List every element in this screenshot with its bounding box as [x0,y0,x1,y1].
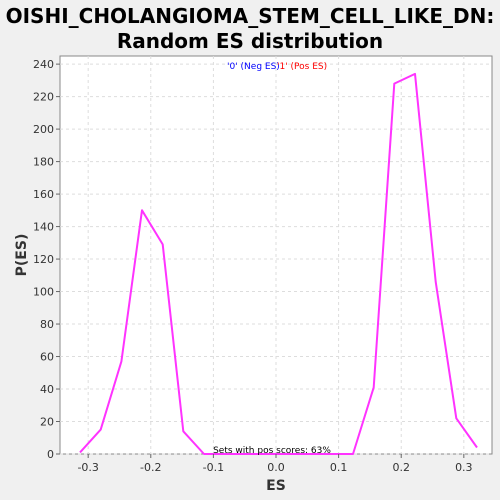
y-tick-label: 80 [40,318,54,331]
y-tick-label: 40 [40,383,54,396]
legend-entry-neg: '0' (Neg ES) [227,62,280,72]
y-tick-label: 220 [33,91,54,104]
y-tick-label: 20 [40,416,54,429]
y-tick-label: 160 [33,188,54,201]
legend-entry-pos: '1' (Pos ES) [277,62,327,72]
chart-title: OISHI_CHOLANGIOMA_STEM_CELL_LIKE_DN: Ran… [0,4,500,54]
x-tick-label: -0.1 [203,461,224,474]
y-tick-label: 100 [33,286,54,299]
y-tick-label: 200 [33,123,54,136]
x-tick-label: -0.3 [77,461,98,474]
pos-score-annotation: Sets with pos scores: 63% [213,446,331,456]
y-tick-label: 0 [47,448,54,461]
y-tick-label: 240 [33,58,54,71]
y-tick-label: 120 [33,253,54,266]
x-tick-label: -0.2 [140,461,161,474]
chart-title-line-1: OISHI_CHOLANGIOMA_STEM_CELL_LIKE_DN: [5,4,495,28]
series-layer [79,72,478,455]
y-tick-label: 140 [33,221,54,234]
axes: 0 20 40 60 80 100 120 140 160 180 200 220 240 -0.3 -0.… [33,58,473,474]
y-tick-label: 60 [40,351,54,364]
y-axis-label: P(ES) [14,234,30,277]
series-line [79,72,478,455]
legend: '0' (Neg ES) '1' (Pos ES) [227,62,327,72]
x-tick-label: 0.2 [392,461,410,474]
x-tick-label: 0.3 [455,461,473,474]
y-tick-label: 180 [33,156,54,169]
x-tick-label: 0.1 [330,461,348,474]
x-axis-label: ES [266,478,286,494]
x-tick-label: 0.0 [267,461,285,474]
chart-title-line-2: Random ES distribution [116,29,384,53]
grid [60,56,492,455]
